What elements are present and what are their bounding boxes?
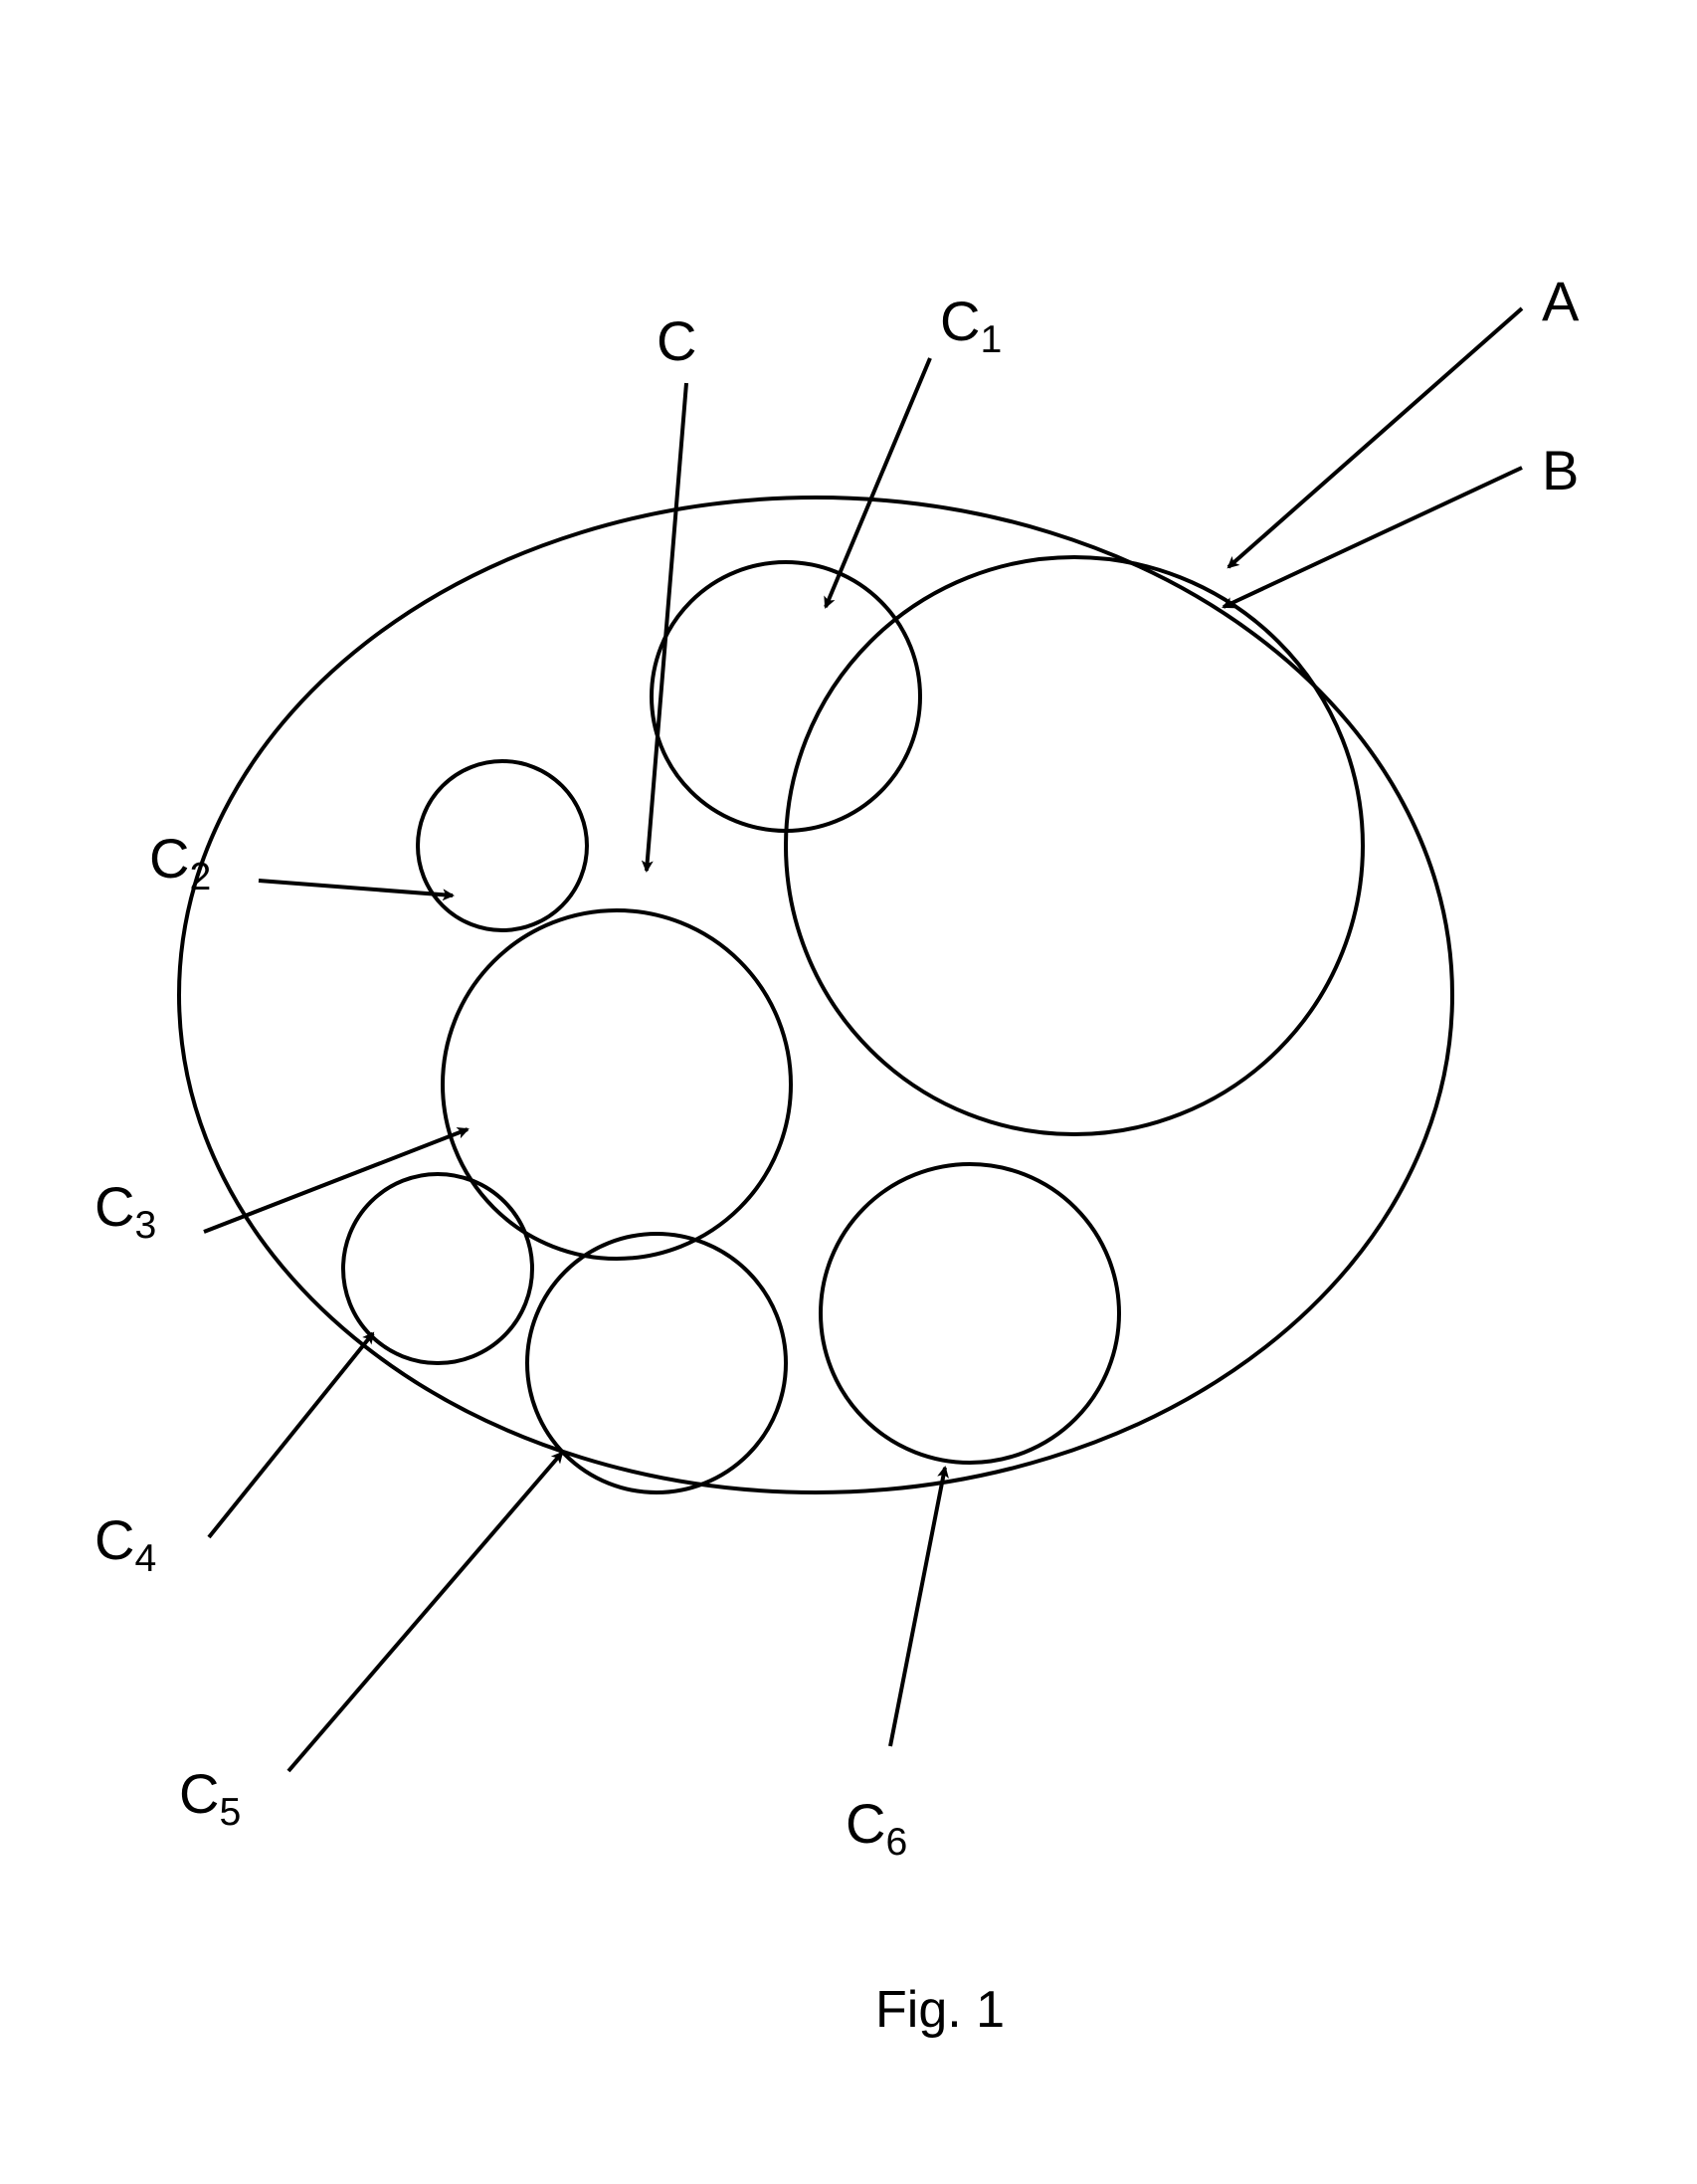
label-C6: C6	[846, 1791, 907, 1865]
arrow-A	[1228, 308, 1522, 567]
label-A: A	[1542, 269, 1579, 333]
circle-C5	[527, 1234, 786, 1492]
arrow-C5	[288, 1453, 562, 1771]
outer-ellipse	[179, 497, 1452, 1492]
figure-caption: Fig. 1	[875, 1980, 1005, 2040]
diagram-container: A B C C1 C2 C3 C4 C5 C6 Fig. 1	[0, 0, 1697, 2179]
label-B: B	[1542, 438, 1579, 502]
label-C4-text: C	[94, 1508, 134, 1571]
label-C1-text: C	[940, 290, 980, 352]
label-C: C	[657, 308, 696, 373]
label-C3: C3	[94, 1174, 156, 1248]
label-C5-sub: 5	[219, 1791, 241, 1834]
label-C3-sub: 3	[134, 1204, 156, 1247]
arrow-C6	[890, 1468, 945, 1746]
label-C3-text: C	[94, 1175, 134, 1238]
arrow-C1	[826, 358, 930, 607]
label-C2: C2	[149, 826, 211, 899]
label-C5: C5	[179, 1761, 241, 1835]
label-C2-text: C	[149, 827, 189, 890]
label-C6-sub: 6	[885, 1821, 907, 1864]
label-A-text: A	[1542, 270, 1579, 332]
figure-caption-text: Fig. 1	[875, 1981, 1005, 2039]
arrow-C4	[209, 1333, 373, 1537]
label-C4-sub: 4	[134, 1537, 156, 1580]
label-C2-sub: 2	[189, 856, 211, 898]
label-C-text: C	[657, 309, 696, 372]
circle-C1	[652, 562, 920, 831]
arrow-C	[647, 383, 686, 871]
circle-C6	[821, 1164, 1119, 1463]
arrow-B	[1224, 468, 1522, 607]
label-C6-text: C	[846, 1792, 885, 1855]
label-C1: C1	[940, 289, 1002, 362]
label-C1-sub: 1	[980, 318, 1002, 361]
label-C5-text: C	[179, 1762, 219, 1825]
circle-B	[786, 557, 1363, 1134]
circle-C3	[443, 910, 791, 1259]
arrow-C2	[259, 881, 453, 895]
circle-C2	[418, 761, 587, 930]
arrow-C3	[204, 1129, 468, 1232]
label-C4: C4	[94, 1507, 156, 1581]
label-B-text: B	[1542, 439, 1579, 501]
